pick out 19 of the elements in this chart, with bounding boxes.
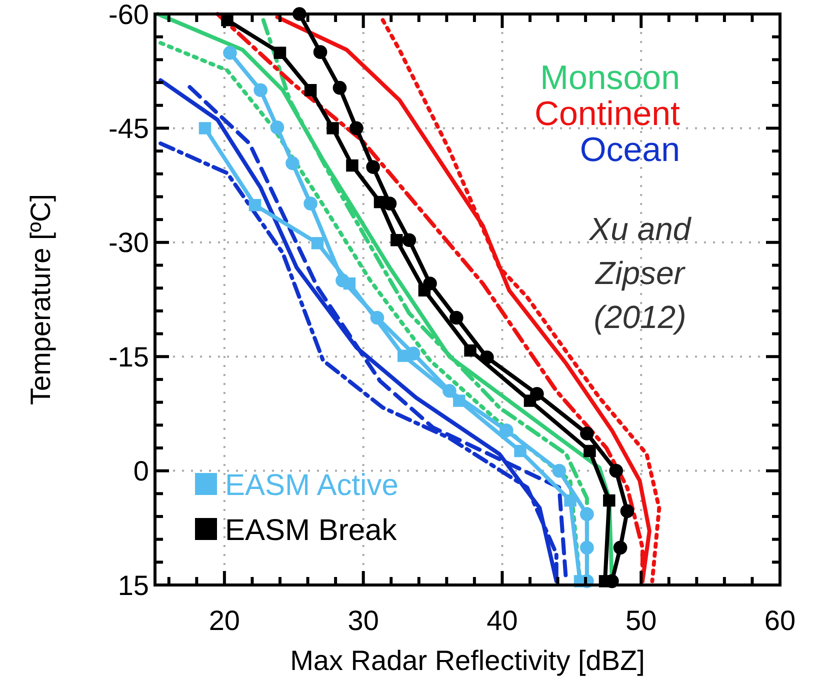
- y-tick-label: -60: [108, 0, 149, 30]
- x-tick-label: 50: [626, 605, 657, 636]
- x-tick-label: 40: [486, 605, 518, 636]
- y-tick-label: -30: [108, 227, 149, 258]
- y-tick-label: -45: [108, 113, 149, 144]
- x-tick-label: 30: [348, 605, 379, 636]
- x-tick-label: 20: [208, 605, 240, 636]
- y-axis-title: Temperature [ºC]: [25, 194, 56, 405]
- y-tick-label: 0: [133, 456, 149, 487]
- legend-label: EASM Break: [225, 514, 398, 547]
- legend-label: EASM Active: [225, 469, 398, 502]
- text: Ocean: [580, 131, 680, 169]
- x-axis-title: Max Radar Reflectivity [dBZ]: [290, 645, 645, 676]
- y-tick-label: 15: [118, 570, 149, 601]
- y-tick-label: -15: [108, 341, 149, 372]
- text: Continent: [534, 95, 681, 133]
- annotation: Xu and Zipser (2012): [588, 211, 692, 335]
- text: Monsoon: [540, 59, 680, 97]
- x-tick-label: 60: [764, 605, 796, 636]
